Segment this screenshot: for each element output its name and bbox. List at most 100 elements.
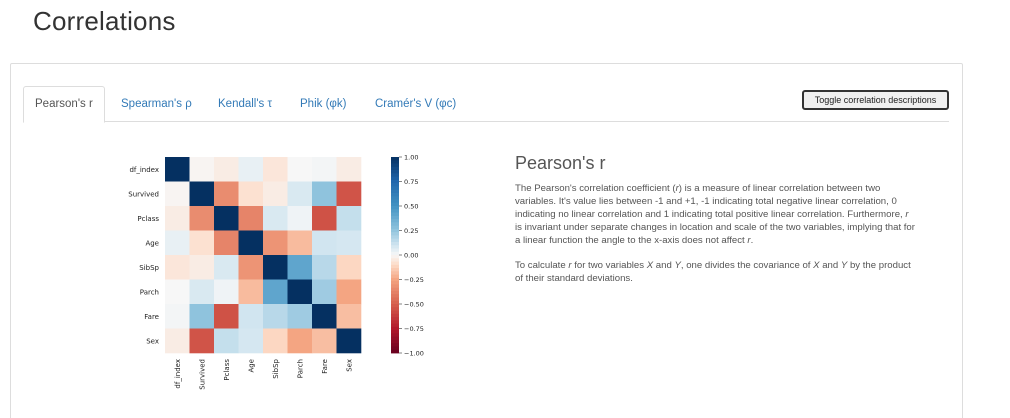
desc-text: and xyxy=(653,260,675,271)
heatmap-cell xyxy=(263,181,288,207)
column-label: df_index xyxy=(174,359,182,389)
colorbar-tick-label: −0.75 xyxy=(404,325,424,333)
colorbar-segment xyxy=(391,176,399,181)
colorbar-segment xyxy=(391,261,399,266)
heatmap-cell xyxy=(263,206,288,231)
desc-text: by the product of their standard deviati… xyxy=(515,260,911,284)
colorbar-tick-label: 0.50 xyxy=(404,202,418,210)
heatmap-cell xyxy=(189,255,215,280)
toggle-descriptions-button[interactable]: Toggle correlation descriptions xyxy=(802,90,949,110)
heatmap-cell xyxy=(165,157,190,182)
description-paragraph-2: To calculate r for two variables X and Y… xyxy=(515,259,915,285)
desc-var: r xyxy=(675,183,679,194)
heatmap-cell xyxy=(287,181,313,207)
colorbar-segment xyxy=(391,170,399,174)
column-label: SibSp xyxy=(272,358,280,378)
colorbar-segment xyxy=(391,268,399,272)
tab-cramers-v[interactable]: Cramér's V (φc) xyxy=(375,98,457,110)
heatmap-cell xyxy=(312,157,337,182)
colorbar-segment xyxy=(391,215,399,220)
heatmap-cell xyxy=(287,328,313,354)
colorbar-segment xyxy=(391,209,399,213)
heatmap-cell xyxy=(214,255,239,280)
heatmap-cell xyxy=(312,181,337,207)
description-title: Pearson's r xyxy=(515,153,606,173)
colorbar-segment xyxy=(391,241,399,246)
colorbar-segment xyxy=(391,196,399,200)
heatmap-cell xyxy=(165,230,190,256)
colorbar-segment xyxy=(391,300,399,305)
colorbar-segment xyxy=(391,238,399,243)
heatmap-cell xyxy=(312,279,337,305)
tab-pearson[interactable]: Pearson's r xyxy=(23,86,105,123)
tab-spearman[interactable]: Spearman's ρ xyxy=(121,98,192,110)
colorbar-segment xyxy=(391,248,399,253)
heatmap-cell xyxy=(287,230,313,256)
heatmap-cell xyxy=(336,328,362,354)
heatmap-cell xyxy=(238,157,264,182)
heatmap-cell xyxy=(189,304,215,329)
desc-var: r xyxy=(568,260,572,271)
colorbar-segment xyxy=(391,349,399,354)
heatmap-cell xyxy=(189,157,215,182)
column-label: Age xyxy=(247,359,255,373)
colorbar-segment xyxy=(391,304,399,308)
heatmap-cell xyxy=(238,230,264,256)
heatmap-cell xyxy=(189,230,215,256)
tab-phik[interactable]: Phik (φk) xyxy=(300,98,347,110)
correlation-description: Pearson's r The Pearson's correlation co… xyxy=(515,153,915,297)
heatmap-cell xyxy=(238,255,264,280)
heatmap-cell xyxy=(336,304,362,329)
colorbar-segment xyxy=(391,339,399,344)
desc-var: r xyxy=(747,235,751,246)
colorbar-segment xyxy=(391,251,399,256)
column-label: Survived xyxy=(198,359,206,390)
page-title: Correlations xyxy=(33,6,176,36)
colorbar-segment xyxy=(391,206,399,210)
row-label: SibSp xyxy=(139,264,159,272)
desc-var: X xyxy=(813,260,820,271)
row-label: Pclass xyxy=(137,215,159,223)
desc-text: and xyxy=(819,260,841,271)
heatmap-cell xyxy=(287,304,313,329)
heatmap-cell xyxy=(336,279,362,305)
description-paragraph-1: The Pearson's correlation coefficient (r… xyxy=(515,182,915,247)
colorbar-segment xyxy=(391,346,399,351)
heatmap-cell xyxy=(214,230,239,256)
colorbar-segment xyxy=(391,232,399,236)
colorbar-segment xyxy=(391,166,399,171)
heatmap-cell xyxy=(336,206,362,231)
row-label: Parch xyxy=(140,288,159,296)
heatmap-cell xyxy=(287,206,313,231)
heatmap-cell xyxy=(165,304,190,329)
colorbar-segment xyxy=(391,336,399,341)
correlations-panel: Pearson's r Spearman's ρ Kendall's τ Phi… xyxy=(10,63,963,418)
colorbar-segment xyxy=(391,277,399,282)
colorbar-segment xyxy=(391,294,399,298)
colorbar-segment xyxy=(391,202,399,207)
colorbar-segment xyxy=(391,290,399,295)
heatmap-cell xyxy=(238,181,264,207)
colorbar-segment xyxy=(391,317,399,321)
correlation-tabs: Pearson's r Spearman's ρ Kendall's τ Phi… xyxy=(23,86,949,123)
tab-kendall[interactable]: Kendall's τ xyxy=(218,98,273,110)
heatmap-cell xyxy=(189,206,215,231)
colorbar-segment xyxy=(391,189,399,194)
heatmap-cell xyxy=(336,181,362,207)
row-label: Age xyxy=(145,239,159,247)
colorbar-segment xyxy=(391,163,399,168)
heatmap-cell xyxy=(189,328,215,354)
heatmap-cell xyxy=(336,230,362,256)
colorbar-segment xyxy=(391,245,399,249)
colorbar-segment xyxy=(391,323,399,328)
heatmap-cell xyxy=(238,304,264,329)
heatmap-cell xyxy=(263,255,288,280)
column-label: Fare xyxy=(321,359,329,374)
colorbar-segment xyxy=(391,343,399,347)
heatmap-cell xyxy=(263,230,288,256)
colorbar-segment xyxy=(391,313,399,318)
heatmap-cell xyxy=(189,181,215,207)
desc-text: ) is a measure of linear correlation bet… xyxy=(515,183,906,220)
colorbar-segment xyxy=(391,258,399,262)
colorbar-tick-label: 0.75 xyxy=(404,178,418,186)
